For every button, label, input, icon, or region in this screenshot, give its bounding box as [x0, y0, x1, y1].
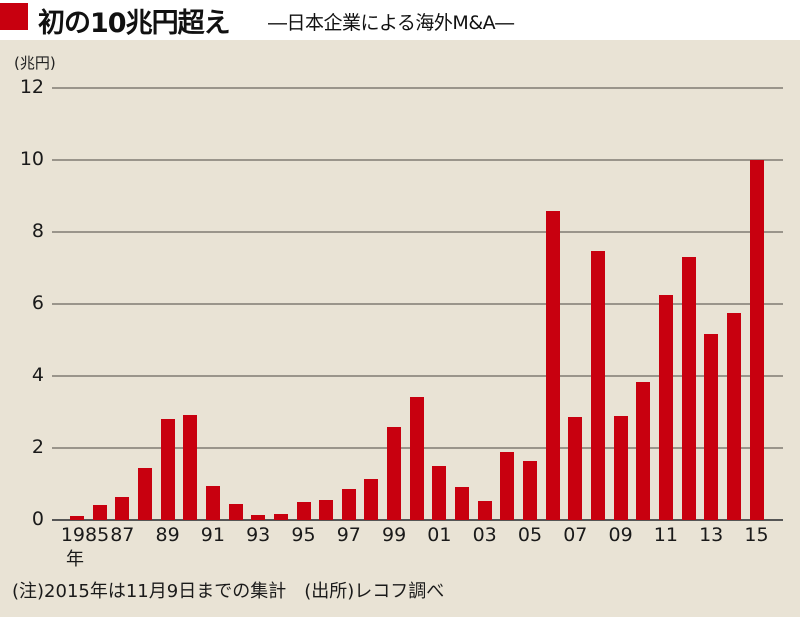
gridline-6	[52, 303, 783, 305]
x-tick-label: 05	[517, 524, 543, 546]
x-tick-label: 11	[653, 524, 678, 546]
x-tick-label: 97	[336, 524, 361, 546]
x-tick-label: 93	[246, 524, 271, 546]
y-tick-label: 2	[31, 436, 44, 458]
x-tick-label: 15	[744, 524, 769, 546]
bar-1998	[364, 478, 379, 520]
gridline-10	[52, 159, 783, 161]
bar-1995	[296, 502, 311, 520]
x-tick-label: 91	[200, 524, 225, 546]
bar-1985	[70, 515, 84, 520]
x-tick-label: 13	[699, 524, 724, 546]
chart-header: 初の10兆円超え ―日本企業による海外M&A―	[0, 0, 800, 40]
bar-2006	[545, 211, 560, 520]
bar-1986	[92, 504, 107, 520]
gridline-8	[52, 231, 783, 233]
bar-2008	[590, 250, 605, 520]
bar-2011	[658, 295, 673, 520]
bar-1997	[341, 489, 356, 520]
chart-title: 初の10兆円超え	[38, 8, 231, 39]
x-tick-label: 1985	[60, 524, 110, 546]
bar-1989	[160, 419, 175, 520]
y-tick-label: 8	[31, 220, 44, 242]
bar-2007	[568, 417, 583, 520]
gridline-4	[52, 375, 783, 377]
bar-2009	[613, 415, 628, 520]
bar-2002	[455, 486, 470, 520]
bar-2015	[749, 160, 764, 520]
bar-1991	[205, 486, 220, 520]
bar-2010	[636, 381, 651, 520]
x-tick-label: 01	[427, 524, 452, 546]
bar-1987	[115, 497, 130, 520]
x-axis-line	[52, 519, 783, 521]
bar-2004	[500, 452, 515, 520]
bar-2001	[432, 466, 447, 520]
y-tick-label: 10	[19, 148, 44, 170]
x-tick-label: 95	[291, 524, 316, 546]
bar-1990	[183, 414, 198, 520]
y-axis-unit-label: (兆円)	[14, 54, 56, 72]
x-tick-label: 89	[155, 524, 180, 546]
bar-2003	[477, 500, 492, 520]
bar-1999	[387, 427, 402, 520]
x-tick-label: 07	[563, 524, 588, 546]
x-tick-label: 09	[608, 524, 633, 546]
x-tick-label: 99	[382, 524, 407, 546]
gridline-12	[52, 87, 783, 89]
red-accent-block	[0, 3, 28, 30]
bar-2012	[681, 256, 696, 520]
bar-1996	[319, 499, 334, 520]
bar-2000	[409, 396, 424, 520]
bar-2014	[726, 312, 741, 520]
y-tick-label: 12	[19, 76, 44, 98]
x-axis-unit-label: 年	[66, 549, 84, 570]
y-tick-label: 6	[31, 292, 44, 314]
bar-2005	[523, 460, 537, 520]
bar-1993	[251, 514, 266, 520]
bar-1988	[137, 467, 152, 520]
footnote: (注)2015年は11月9日までの集計 (出所)レコフ調べ	[12, 581, 445, 602]
x-tick-label: 03	[472, 524, 497, 546]
x-tick-label: 87	[110, 524, 135, 546]
bar-1994	[273, 513, 288, 520]
chart-subtitle: ―日本企業による海外M&A―	[268, 12, 514, 34]
bar-2013	[704, 333, 719, 520]
bar-1992	[228, 504, 243, 520]
y-tick-label: 0	[31, 508, 44, 530]
y-tick-label: 4	[31, 364, 44, 386]
